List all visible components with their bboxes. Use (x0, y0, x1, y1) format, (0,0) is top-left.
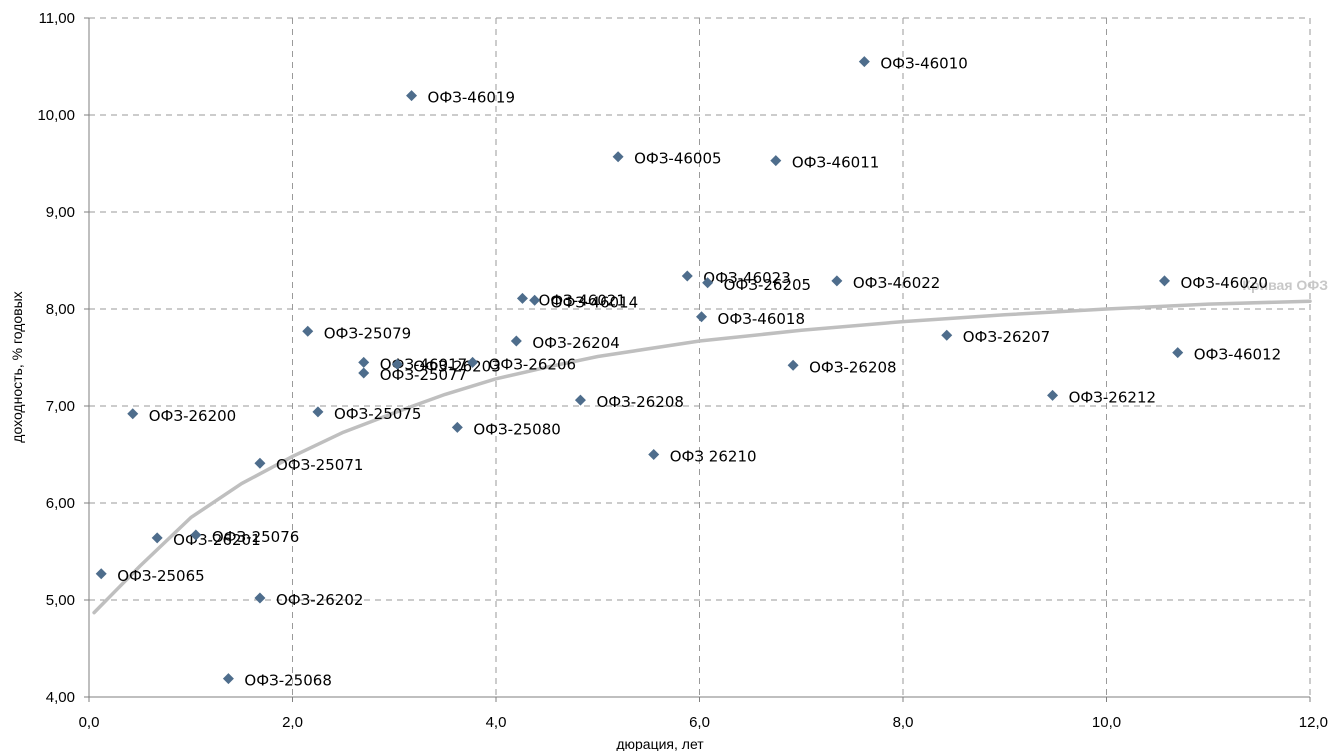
x-tick-label: 0,0 (79, 714, 100, 731)
data-point-label: ОФЗ-46005 (634, 150, 721, 168)
data-point-label: ОФЗ-25080 (473, 420, 560, 438)
y-tick-label: 6,00 (46, 495, 75, 512)
data-point-label: ОФЗ-25075 (334, 405, 421, 423)
data-point-marker (787, 359, 799, 371)
data-point-label: ОФЗ-46019 (428, 89, 515, 107)
data-point-label: ОФЗ-25068 (244, 672, 331, 690)
y-tick-label: 11,00 (39, 10, 75, 27)
x-tick-label: 8,0 (893, 714, 914, 731)
data-point-marker (831, 275, 843, 287)
data-point-marker (681, 270, 693, 282)
y-axis-title: доходность, % годовых (9, 291, 25, 442)
y-tick-label: 8,00 (46, 301, 75, 318)
data-point-marker (406, 90, 418, 102)
data-point-label: ОФЗ-25079 (324, 324, 411, 342)
data-point-label: ОФЗ-46012 (1194, 346, 1281, 364)
y-tick-label: 10,00 (37, 107, 75, 124)
tick-labels: 4,00 5,00 6,00 7,00 8,00 9,00 10,00 11,00 0,0 2,0… (37, 10, 1328, 731)
data-point-marker (127, 408, 139, 420)
data-point-label: ОФЗ-25076 (212, 528, 299, 546)
x-tick-label: 6,0 (689, 714, 710, 731)
data-point-marker (529, 294, 541, 306)
data-point-marker (151, 532, 163, 544)
data-point-label: ОФЗ-26206 (489, 355, 576, 373)
data-point-marker (391, 358, 403, 370)
data-point-marker (312, 406, 324, 418)
data-point-label: ОФЗ-46021 (538, 291, 625, 309)
grid (89, 17, 1311, 697)
data-point-label: ОФЗ-26207 (963, 328, 1050, 346)
data-point-label: ОФЗ-46017 (380, 355, 467, 373)
data-point-label: ОФЗ-26200 (149, 407, 236, 425)
x-tick-label: 2,0 (282, 714, 303, 731)
data-point-label: ОФЗ-25071 (276, 456, 363, 474)
data-point-label: ОФЗ-46020 (1180, 274, 1267, 292)
data-point-label: ОФЗ-46023 (703, 269, 790, 287)
data-point-label: ОФЗ-26205 (724, 276, 811, 294)
data-point-marker (467, 356, 479, 368)
data-point-marker (358, 367, 370, 379)
data-point-label: ОФЗ 26210 (670, 448, 757, 466)
data-point-label: ОФЗ-46022 (853, 274, 940, 292)
data-point-marker (190, 529, 202, 541)
yield-curve: Кривая ОФЗ (92, 277, 1328, 615)
data-point-marker (451, 421, 463, 433)
data-point-marker (858, 56, 870, 68)
y-tick-label: 9,00 (46, 204, 75, 221)
data-point-label: ОФЗ-26204 (532, 334, 619, 352)
data-point-marker (941, 329, 953, 341)
data-point-marker (648, 449, 660, 460)
yield-curve-line (92, 299, 1312, 615)
data-point-marker (95, 568, 107, 580)
data-point-marker (612, 151, 624, 163)
data-point-marker (574, 394, 586, 406)
data-point-label: ОФЗ-26202 (276, 591, 363, 609)
data-point-label: ОФЗ-46011 (792, 154, 879, 172)
data-point-marker (770, 155, 782, 167)
data-point-marker (1172, 347, 1184, 359)
data-point-label: ОФЗ-26208 (809, 358, 896, 376)
yield-curve-label: Кривая ОФЗ (1242, 277, 1328, 293)
x-axis-title: дюрация, лет (616, 736, 704, 751)
data-point-marker (222, 673, 234, 685)
data-point-marker (358, 356, 370, 368)
data-point-marker (1158, 275, 1170, 287)
y-tick-label: 4,00 (46, 689, 75, 706)
data-point-marker (516, 292, 528, 304)
x-tick-label: 4,0 (486, 714, 507, 731)
data-point-label: ОФЗ-46014 (551, 293, 638, 311)
data-point-label: ОФЗ-26208 (596, 393, 683, 411)
axes (84, 17, 1311, 702)
data-points: ОФЗ-46010 ОФЗ-46019 ОФЗ-46005 ОФЗ-46011 ОФЗ-… (95, 55, 1281, 690)
data-point-marker (1047, 389, 1059, 401)
data-point-marker (254, 592, 266, 604)
data-point-label: ОФЗ-26203 (413, 357, 500, 375)
data-point-label: ОФЗ-26212 (1069, 388, 1156, 406)
y-tick-label: 7,00 (46, 398, 75, 415)
data-point-label: ОФЗ-25065 (117, 567, 204, 585)
data-point-marker (702, 277, 714, 289)
data-point-marker (696, 311, 708, 323)
x-tick-label: 12,0 (1299, 714, 1328, 731)
data-point-marker (302, 325, 314, 337)
data-point-label: ОФЗ-46018 (718, 310, 805, 328)
data-point-marker (510, 335, 522, 347)
y-tick-label: 5,00 (46, 592, 75, 609)
x-tick-label: 10,0 (1092, 714, 1121, 731)
data-point-marker (254, 457, 266, 469)
data-point-label: ОФЗ-25077 (380, 366, 467, 384)
data-point-label: ОФЗ-46010 (880, 55, 967, 73)
